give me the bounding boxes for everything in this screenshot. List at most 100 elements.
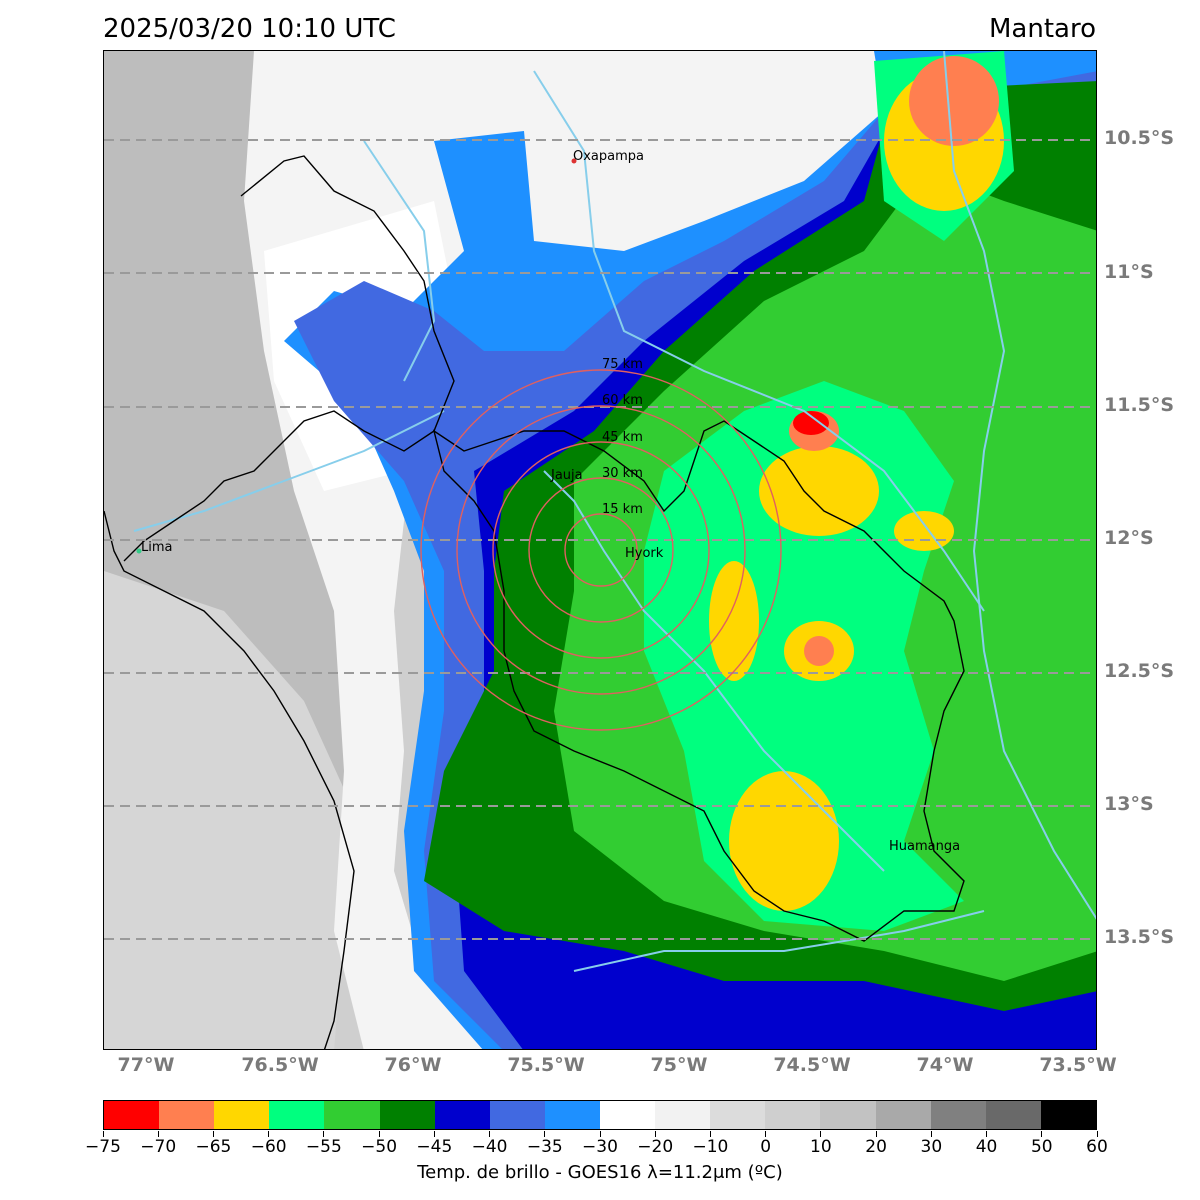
cloud-coral-70-b bbox=[804, 636, 834, 666]
lat-label-13-5: 13.5°S bbox=[1104, 926, 1175, 948]
ring-15km bbox=[564, 513, 638, 587]
colorbar-segment bbox=[765, 1101, 821, 1129]
colorbar-tick-label: −70 bbox=[140, 1137, 177, 1157]
colorbar-tick bbox=[1096, 1131, 1098, 1137]
ring-label-45km: 45 km bbox=[602, 430, 643, 445]
colorbar-segment bbox=[269, 1101, 325, 1129]
city-jauja: Jauja bbox=[551, 468, 583, 483]
lat-label-13: 13°S bbox=[1104, 793, 1154, 815]
colorbar-tick-label: −20 bbox=[637, 1137, 674, 1157]
ring-30km bbox=[528, 477, 674, 623]
lat-label-12-5: 12.5°S bbox=[1104, 660, 1175, 682]
colorbar-tick bbox=[102, 1131, 104, 1137]
colorbar-tick bbox=[323, 1131, 325, 1137]
colorbar-segment bbox=[434, 1101, 490, 1129]
colorbar-segment bbox=[710, 1101, 766, 1129]
colorbar-tick bbox=[378, 1131, 380, 1137]
timestamp-title: 2025/03/20 10:10 UTC bbox=[103, 14, 396, 44]
ring-label-60km: 60 km bbox=[602, 393, 643, 408]
colorbar-tick-label: 50 bbox=[1030, 1137, 1053, 1157]
river-south bbox=[573, 910, 985, 972]
colorbar-segment bbox=[214, 1101, 270, 1129]
lat-label-10-5: 10.5°S bbox=[1104, 127, 1175, 149]
colorbar-tick-label: −40 bbox=[471, 1137, 508, 1157]
cloud-gold-65-d bbox=[729, 771, 839, 911]
colorbar-tick bbox=[544, 1131, 546, 1137]
colorbar-segment bbox=[489, 1101, 545, 1129]
cloud-gold-65-a bbox=[759, 446, 879, 536]
colorbar-tick bbox=[268, 1131, 270, 1137]
colorbar-tick-label: −65 bbox=[195, 1137, 232, 1157]
colorbar-segment bbox=[159, 1101, 215, 1129]
coastline bbox=[104, 510, 355, 1049]
colorbar-tick-label: 10 bbox=[810, 1137, 832, 1157]
rivers bbox=[133, 51, 1096, 972]
colorbar-tick-label: −50 bbox=[361, 1137, 398, 1157]
river-west bbox=[363, 140, 436, 382]
range-rings bbox=[420, 369, 782, 731]
colorbar-tick bbox=[489, 1131, 491, 1137]
cloud-gold-65-e bbox=[894, 511, 954, 551]
city-hyork: Hyork bbox=[625, 546, 664, 561]
lon-label-75-5: 75.5°W bbox=[507, 1054, 585, 1076]
colorbar-caption: Temp. de brillo - GOES16 λ=11.2μm (ºC) bbox=[417, 1162, 783, 1183]
lima-marker bbox=[136, 548, 142, 554]
lat-label-11: 11°S bbox=[1104, 261, 1154, 283]
colorbar-tick-label: −30 bbox=[582, 1137, 618, 1157]
colorbar-segment bbox=[820, 1101, 876, 1129]
lat-grid bbox=[104, 139, 1096, 940]
colorbar-tick-label: 60 bbox=[1086, 1137, 1108, 1157]
colorbar-tick bbox=[765, 1131, 767, 1137]
colorbar-tick-label: −55 bbox=[305, 1137, 342, 1157]
ocean-zone bbox=[104, 571, 354, 1049]
boundaries bbox=[104, 155, 965, 1049]
cloud-gold-65-b bbox=[709, 561, 759, 681]
colorbar bbox=[103, 1100, 1097, 1130]
lon-label-73-5: 73.5°W bbox=[1039, 1054, 1117, 1076]
colorbar-tick-label: 30 bbox=[920, 1137, 943, 1157]
colorbar-segment bbox=[875, 1101, 931, 1129]
colorbar-tick-label: 20 bbox=[865, 1137, 887, 1157]
colorbar-tick-label: −60 bbox=[250, 1137, 287, 1157]
colorbar-tick bbox=[820, 1131, 822, 1137]
ring-60km bbox=[456, 405, 746, 695]
cloud-coral-70-c bbox=[909, 56, 999, 146]
colorbar-tick bbox=[599, 1131, 601, 1137]
lat-label-12: 12°S bbox=[1104, 527, 1154, 549]
basin-border-west bbox=[123, 155, 455, 562]
ring-label-30km: 30 km bbox=[602, 466, 643, 481]
colorbar-tick-label: −10 bbox=[692, 1137, 729, 1157]
city-huamanga: Huamanga bbox=[889, 839, 961, 854]
lon-label-74: 74°W bbox=[916, 1054, 974, 1076]
colorbar-tick bbox=[212, 1131, 214, 1137]
colorbar-tick bbox=[709, 1131, 711, 1137]
colorbar-tick bbox=[930, 1131, 932, 1137]
colorbar-segment bbox=[985, 1101, 1041, 1129]
city-oxapampa: Oxapampa bbox=[573, 149, 644, 164]
colorbar-tick-label: −75 bbox=[85, 1137, 121, 1157]
ring-label-15km: 15 km bbox=[602, 502, 643, 517]
colorbar-segment bbox=[1040, 1101, 1096, 1129]
colorbar-tick bbox=[433, 1131, 435, 1137]
river-mantaro bbox=[543, 470, 885, 872]
region-title: Mantaro bbox=[989, 14, 1096, 44]
colorbar-tick bbox=[1041, 1131, 1043, 1137]
colorbar-tick bbox=[986, 1131, 988, 1137]
colorbar-tick-label: −35 bbox=[526, 1137, 563, 1157]
colorbar-segment bbox=[599, 1101, 656, 1129]
river-lima bbox=[133, 410, 445, 532]
lon-label-74-5: 74.5°W bbox=[773, 1054, 851, 1076]
colorbar-tick-label: 40 bbox=[975, 1137, 998, 1157]
colorbar-tick-label: −45 bbox=[416, 1137, 453, 1157]
river-north bbox=[533, 70, 985, 612]
oxapampa-marker bbox=[571, 158, 577, 164]
colorbar-tick bbox=[157, 1131, 159, 1137]
colorbar-segment bbox=[655, 1101, 711, 1129]
colorbar-segment bbox=[379, 1101, 435, 1129]
city-lima: Lima bbox=[141, 540, 173, 555]
lat-label-11-5: 11.5°S bbox=[1104, 394, 1175, 416]
river-east bbox=[943, 51, 1096, 920]
lon-label-76: 76°W bbox=[384, 1054, 442, 1076]
colorbar-segment bbox=[930, 1101, 986, 1129]
mantaro-basin-border bbox=[432, 420, 965, 942]
